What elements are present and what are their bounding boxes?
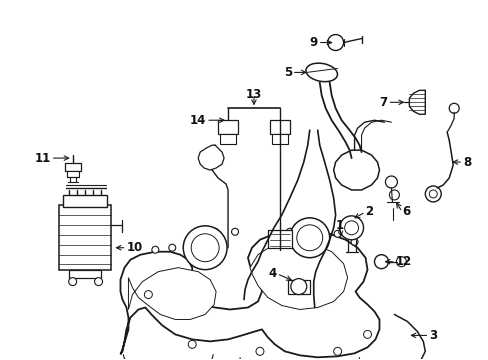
Text: 9: 9: [309, 36, 317, 49]
Circle shape: [68, 278, 77, 285]
Bar: [287, 280, 309, 293]
Circle shape: [296, 225, 322, 251]
Bar: [271, 134, 287, 144]
Text: 3: 3: [428, 329, 436, 342]
Bar: [269, 120, 289, 134]
Circle shape: [385, 176, 397, 188]
Ellipse shape: [305, 63, 337, 82]
Bar: [62, 195, 106, 207]
Text: 11: 11: [35, 152, 51, 165]
Text: 5: 5: [283, 66, 291, 79]
Text: 13: 13: [245, 88, 262, 101]
Circle shape: [363, 330, 371, 338]
Circle shape: [333, 230, 341, 237]
Circle shape: [168, 244, 175, 251]
Circle shape: [305, 228, 313, 235]
Circle shape: [290, 279, 306, 294]
Text: 12: 12: [395, 255, 411, 268]
Bar: [68, 270, 101, 278]
Circle shape: [144, 291, 152, 298]
Bar: [64, 163, 81, 171]
Text: 10: 10: [126, 241, 142, 254]
Circle shape: [231, 228, 238, 235]
Polygon shape: [333, 150, 379, 190]
Circle shape: [289, 218, 329, 258]
Circle shape: [333, 347, 341, 355]
Circle shape: [286, 228, 293, 235]
Bar: [220, 134, 236, 144]
Bar: [218, 120, 238, 134]
Text: 6: 6: [402, 205, 410, 219]
Polygon shape: [249, 242, 347, 310]
Circle shape: [152, 246, 159, 253]
Circle shape: [428, 190, 436, 198]
Circle shape: [396, 257, 406, 267]
Bar: [267, 230, 291, 248]
Circle shape: [374, 255, 387, 269]
Circle shape: [350, 238, 357, 245]
Circle shape: [188, 340, 196, 348]
Text: 1: 1: [335, 219, 343, 232]
Text: 14: 14: [189, 114, 206, 127]
Circle shape: [255, 347, 264, 355]
Circle shape: [344, 221, 358, 235]
Circle shape: [425, 186, 440, 202]
Circle shape: [327, 35, 343, 50]
Circle shape: [339, 216, 363, 240]
Polygon shape: [120, 232, 379, 357]
Polygon shape: [128, 268, 216, 319]
Circle shape: [191, 234, 219, 262]
Text: 2: 2: [365, 205, 373, 219]
Text: 8: 8: [462, 156, 470, 168]
Text: 7: 7: [379, 96, 386, 109]
Bar: [66, 171, 79, 177]
Circle shape: [388, 190, 399, 200]
Circle shape: [448, 103, 458, 113]
Circle shape: [211, 228, 218, 235]
Bar: [59, 205, 110, 270]
Text: 4: 4: [268, 267, 276, 280]
Circle shape: [94, 278, 102, 285]
Circle shape: [183, 226, 226, 270]
